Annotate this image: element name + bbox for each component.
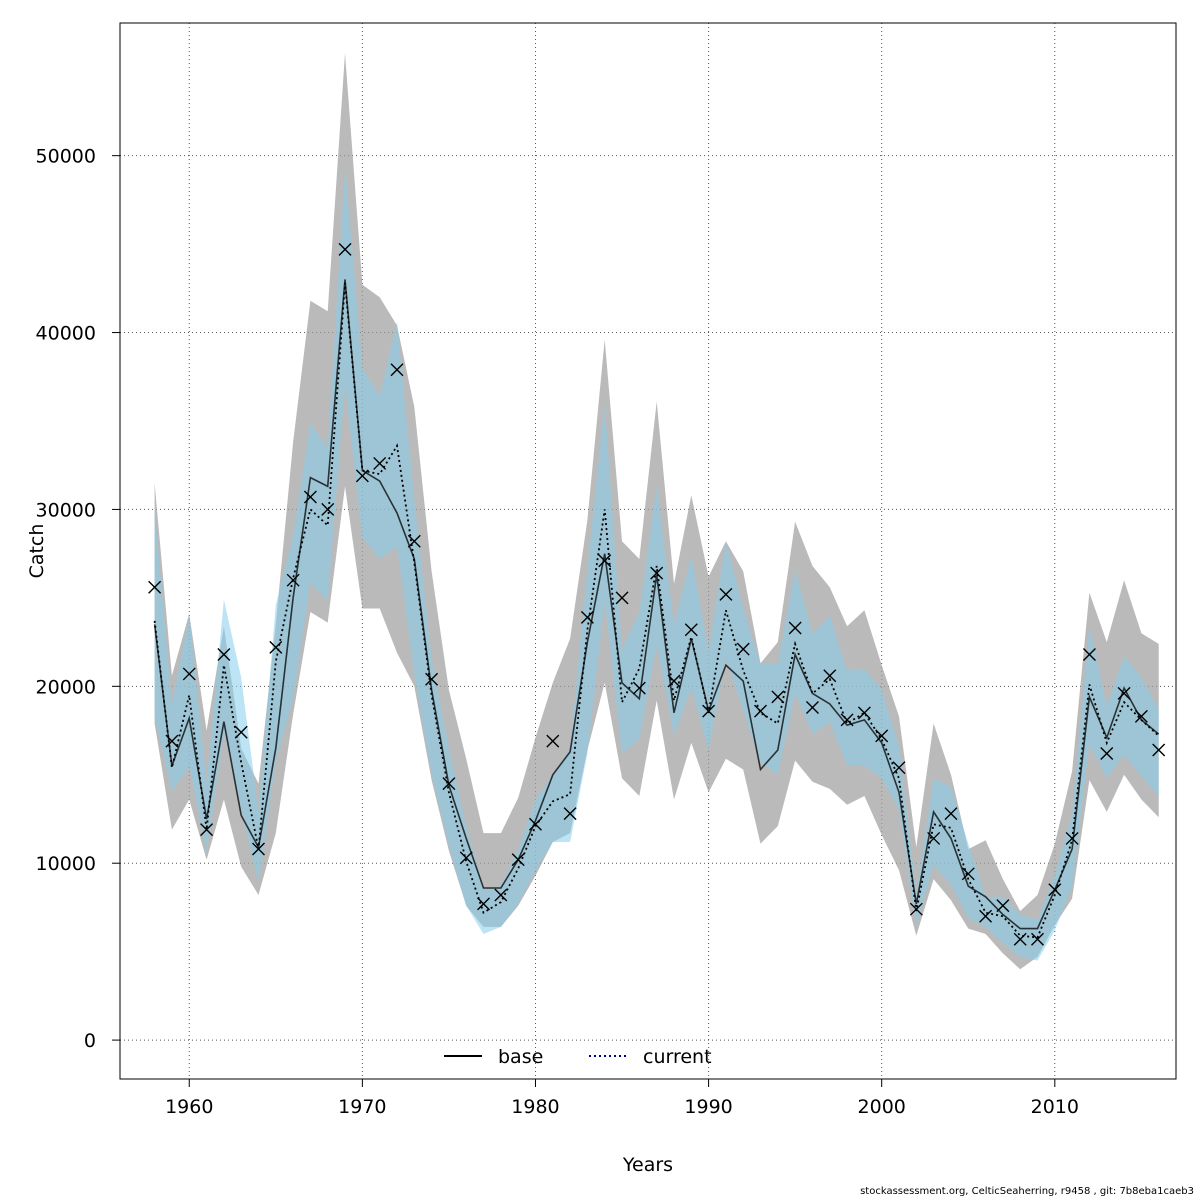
plot-frame bbox=[119, 22, 1177, 1080]
observed-point bbox=[719, 587, 733, 601]
observed-point bbox=[546, 734, 560, 748]
observed-point bbox=[425, 672, 439, 686]
observed-point bbox=[996, 899, 1010, 913]
observed-point bbox=[182, 667, 196, 681]
confidence-bands bbox=[154, 53, 1159, 970]
observed-point bbox=[840, 713, 854, 727]
y-tick-label: 30000 bbox=[36, 499, 96, 521]
x-tick-label: 1980 bbox=[511, 1096, 559, 1118]
current-confidence-band bbox=[154, 166, 1159, 961]
legend-current-label: current bbox=[643, 1046, 712, 1068]
observed-point bbox=[788, 621, 802, 635]
y-tick-label: 20000 bbox=[36, 676, 96, 698]
observed-point bbox=[200, 823, 214, 837]
observed-point bbox=[442, 777, 456, 791]
observed-point bbox=[944, 807, 958, 821]
observed-point bbox=[165, 734, 179, 748]
observed-point bbox=[1048, 883, 1062, 897]
observed-point bbox=[684, 623, 698, 637]
observed-point bbox=[477, 897, 491, 911]
axes: 1960 1970 1980 1990 2000 2010 0 10000 20000 30000… bbox=[36, 146, 1079, 1118]
observed-point bbox=[650, 566, 664, 580]
observed-point bbox=[390, 363, 404, 377]
observed-point bbox=[875, 729, 889, 743]
observed-point bbox=[303, 490, 317, 504]
y-tick-label: 10000 bbox=[36, 853, 96, 875]
series-lines bbox=[153, 279, 1160, 939]
x-tick-label: 1970 bbox=[338, 1096, 386, 1118]
observed-point bbox=[528, 817, 542, 831]
observed-point bbox=[979, 909, 993, 923]
legend: base current bbox=[444, 1046, 712, 1068]
observed-point bbox=[1117, 686, 1131, 700]
observed-point bbox=[148, 580, 162, 594]
y-tick-label: 0 bbox=[84, 1030, 96, 1052]
observed-point bbox=[632, 681, 646, 695]
observed-point bbox=[321, 502, 335, 516]
observed-point bbox=[269, 640, 283, 654]
y-tick-label: 40000 bbox=[36, 323, 96, 345]
x-axis-title: Years bbox=[622, 1154, 673, 1176]
observed-point bbox=[1100, 747, 1114, 761]
observed-point bbox=[217, 647, 231, 661]
observed-point bbox=[615, 591, 629, 605]
observed-point bbox=[338, 242, 352, 256]
observed-point bbox=[1134, 709, 1148, 723]
observed-point bbox=[1013, 932, 1027, 946]
observed-point bbox=[494, 888, 508, 902]
observed-point bbox=[927, 831, 941, 845]
observed-point bbox=[667, 674, 681, 688]
observed-point bbox=[286, 573, 300, 587]
observed-point bbox=[407, 534, 421, 548]
y-tick-label: 50000 bbox=[36, 146, 96, 168]
x-tick-label: 1990 bbox=[684, 1096, 732, 1118]
observed-point bbox=[373, 456, 387, 470]
y-axis-title: Catch bbox=[26, 524, 48, 579]
observed-point bbox=[251, 842, 265, 856]
observed-point bbox=[702, 704, 716, 718]
observed-point bbox=[563, 807, 577, 821]
x-tick-label: 2000 bbox=[858, 1096, 906, 1118]
observed-point bbox=[1152, 743, 1166, 757]
observed-point bbox=[1065, 831, 1079, 845]
observed-point bbox=[857, 706, 871, 720]
observed-point bbox=[771, 690, 785, 704]
observed-point bbox=[459, 851, 473, 865]
observed-point bbox=[355, 469, 369, 483]
observed-markers bbox=[148, 242, 1166, 946]
observed-point bbox=[892, 761, 906, 775]
observed-point bbox=[754, 704, 768, 718]
x-tick-label: 1960 bbox=[165, 1096, 213, 1118]
observed-point bbox=[598, 554, 612, 568]
x-tick-label: 2010 bbox=[1031, 1096, 1079, 1118]
observed-point bbox=[1082, 647, 1096, 661]
current-line bbox=[153, 282, 1160, 939]
observed-point bbox=[805, 701, 819, 715]
observed-point bbox=[736, 642, 750, 656]
observed-point bbox=[234, 725, 248, 739]
observed-point bbox=[823, 669, 837, 683]
observed-point bbox=[1031, 932, 1045, 946]
credit-text: stockassessment.org, CelticSeaherring, r… bbox=[860, 1186, 1194, 1197]
observed-point bbox=[909, 902, 923, 916]
base-line bbox=[153, 279, 1160, 930]
observed-point bbox=[580, 610, 594, 624]
observed-point bbox=[961, 867, 975, 881]
observed-point bbox=[511, 853, 525, 867]
legend-base-label: base bbox=[498, 1046, 543, 1068]
